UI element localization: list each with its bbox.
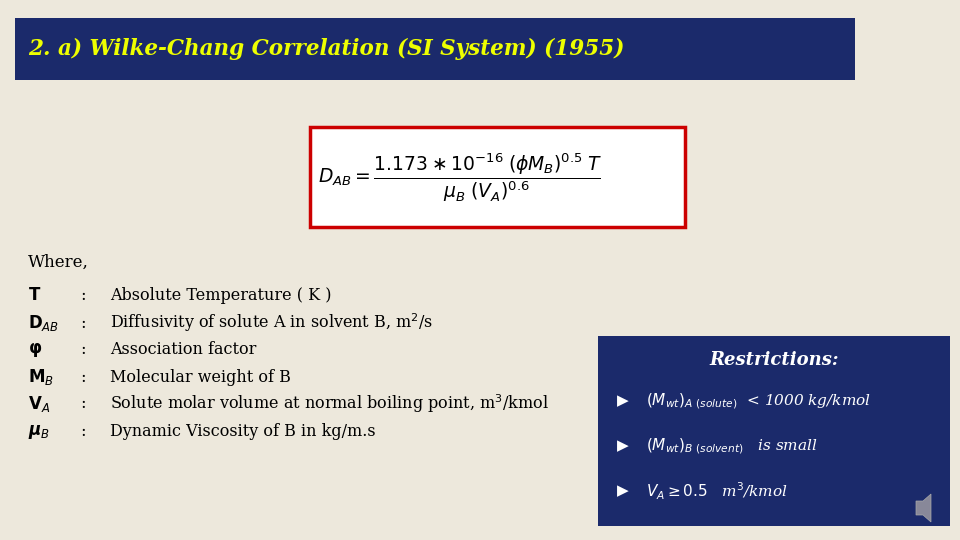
Text: $\mathbf{D}_{AB}$: $\mathbf{D}_{AB}$ bbox=[28, 313, 60, 333]
Polygon shape bbox=[916, 494, 931, 522]
Text: $\blacktriangleright$: $\blacktriangleright$ bbox=[614, 438, 631, 454]
Text: $(M_{wt})_{B\ (solvent)}$   is small: $(M_{wt})_{B\ (solvent)}$ is small bbox=[646, 436, 818, 456]
FancyBboxPatch shape bbox=[15, 18, 855, 80]
Text: :: : bbox=[80, 368, 85, 386]
Text: 2. a) Wilke-Chang Correlation (SI System) (1955): 2. a) Wilke-Chang Correlation (SI System… bbox=[28, 38, 624, 60]
Text: :: : bbox=[80, 395, 85, 413]
Text: :: : bbox=[80, 341, 85, 359]
Text: :: : bbox=[80, 314, 85, 332]
Text: Dynamic Viscosity of B in kg/m.s: Dynamic Viscosity of B in kg/m.s bbox=[110, 423, 375, 441]
Text: $\mathbf{V}_A$: $\mathbf{V}_A$ bbox=[28, 394, 50, 414]
Text: Solute molar volume at normal boiling point, m$^3$/kmol: Solute molar volume at normal boiling po… bbox=[110, 393, 549, 415]
Text: Molecular weight of B: Molecular weight of B bbox=[110, 368, 291, 386]
FancyBboxPatch shape bbox=[310, 127, 685, 227]
Text: :: : bbox=[80, 423, 85, 441]
Text: $V_A \geq 0.5$   m$^3$/kmol: $V_A \geq 0.5$ m$^3$/kmol bbox=[646, 480, 788, 502]
Text: Absolute Temperature ( K ): Absolute Temperature ( K ) bbox=[110, 287, 331, 305]
Text: $\blacktriangleright$: $\blacktriangleright$ bbox=[614, 393, 631, 409]
Text: Diffusivity of solute A in solvent B, m$^2$/s: Diffusivity of solute A in solvent B, m$… bbox=[110, 312, 433, 334]
Text: Restrictions:: Restrictions: bbox=[709, 351, 839, 369]
Text: Where,: Where, bbox=[28, 253, 89, 271]
Text: $\mathbf{M}_B$: $\mathbf{M}_B$ bbox=[28, 367, 54, 387]
Text: $\mathbf{T}$: $\mathbf{T}$ bbox=[28, 287, 41, 305]
Text: $\blacktriangleright$: $\blacktriangleright$ bbox=[614, 483, 631, 499]
Text: Association factor: Association factor bbox=[110, 341, 256, 359]
Text: :: : bbox=[80, 287, 85, 305]
Text: $\boldsymbol{\mu}_B$: $\boldsymbol{\mu}_B$ bbox=[28, 423, 50, 441]
FancyBboxPatch shape bbox=[598, 336, 950, 526]
Text: $\boldsymbol{\varphi}$: $\boldsymbol{\varphi}$ bbox=[28, 341, 42, 359]
Text: $D_{AB} = \dfrac{1.173 \ast 10^{-16}\;(\phi M_B)^{0.5}\;T}{\mu_B\;(V_A)^{0.6}}$: $D_{AB} = \dfrac{1.173 \ast 10^{-16}\;(\… bbox=[318, 152, 602, 205]
Text: $(M_{wt})_{A\ (solute)}$  < 1000 kg/kmol: $(M_{wt})_{A\ (solute)}$ < 1000 kg/kmol bbox=[646, 391, 871, 411]
